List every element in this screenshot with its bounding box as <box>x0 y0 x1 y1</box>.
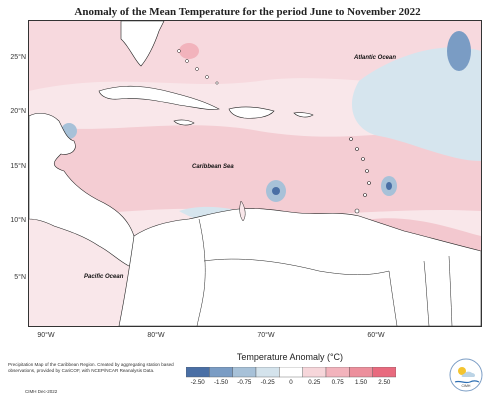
legend-tick-label: -2.50 <box>190 379 205 386</box>
map-canvas <box>29 21 481 326</box>
legend-tick-label: 2.50 <box>378 379 391 386</box>
atlantic-ocean-label: Atlantic Ocean <box>354 55 397 61</box>
land-outlines <box>29 21 481 326</box>
legend-tick-label: 1.50 <box>354 379 368 386</box>
bahamas-islands <box>177 49 219 85</box>
legend-swatch <box>302 367 327 378</box>
legend-tick-label: -0.25 <box>260 379 275 386</box>
lat-label-15n: 15°N <box>10 163 26 170</box>
legend-swatch <box>255 367 280 378</box>
cimh-logo-icon <box>449 358 483 392</box>
legend-swatch <box>279 367 303 378</box>
legend-swatch <box>349 367 373 378</box>
legend-tick-label: -0.75 <box>237 379 252 386</box>
lon-label-70w: 70°W <box>257 332 275 339</box>
anomaly-cool-core-antilles <box>386 182 392 190</box>
logo-label: CIMH <box>461 384 471 388</box>
footer-description: Precipitation Map of the Caribbean Regio… <box>8 362 174 373</box>
legend-swatch <box>209 367 233 378</box>
puerto-rico-island <box>293 112 314 118</box>
jamaica-island <box>173 119 195 126</box>
temperature-anomaly-map: Atlantic Ocean Caribbean Sea Pacific Oce… <box>28 20 482 327</box>
lake-maracaibo <box>239 200 246 222</box>
legend-swatch <box>372 367 396 378</box>
legend-tick-label: 0 <box>289 379 293 386</box>
lon-label-80w: 80°W <box>147 332 165 339</box>
lon-label-90w: 90°W <box>37 332 55 339</box>
lesser-antilles <box>349 137 371 214</box>
anomaly-cool-atlantic <box>351 47 481 161</box>
lat-label-5n: 5°N <box>14 274 26 281</box>
anomaly-cool-core-venezuela <box>272 187 280 195</box>
country-borders <box>196 218 453 326</box>
anomaly-warm-band-caribbean <box>29 125 481 215</box>
legend-title: Temperature Anomaly (°C) <box>236 352 344 362</box>
footer-credit: CIMH Dec-2022 <box>25 389 58 394</box>
caribbean-sea-label: Caribbean Sea <box>192 164 234 170</box>
lon-label-60w: 60°W <box>367 332 385 339</box>
cuba-island <box>98 85 220 110</box>
legend-colorbar <box>186 367 396 378</box>
legend-tick-label: 0.25 <box>308 379 321 386</box>
anomaly-warm-spot-bahamas <box>179 43 199 59</box>
legend-tick-label: 0.75 <box>331 379 344 386</box>
legend-tick-label: -1.50 <box>213 379 229 386</box>
legend-swatch <box>186 367 210 378</box>
legend-swatch <box>325 367 350 378</box>
florida-peninsula <box>120 21 165 67</box>
hispaniola-island <box>228 106 275 119</box>
legend-swatch <box>232 367 257 378</box>
map-title: Anomaly of the Mean Temperature for the … <box>74 6 421 18</box>
mexico-central-america <box>29 112 139 267</box>
lat-label-25n: 25°N <box>10 54 26 61</box>
pacific-ocean-label: Pacific Ocean <box>84 274 124 280</box>
lat-label-10n: 10°N <box>10 217 26 224</box>
lat-label-20n: 20°N <box>10 108 26 115</box>
south-america <box>118 208 481 326</box>
anomaly-cool-spot-atlantic <box>447 31 471 71</box>
